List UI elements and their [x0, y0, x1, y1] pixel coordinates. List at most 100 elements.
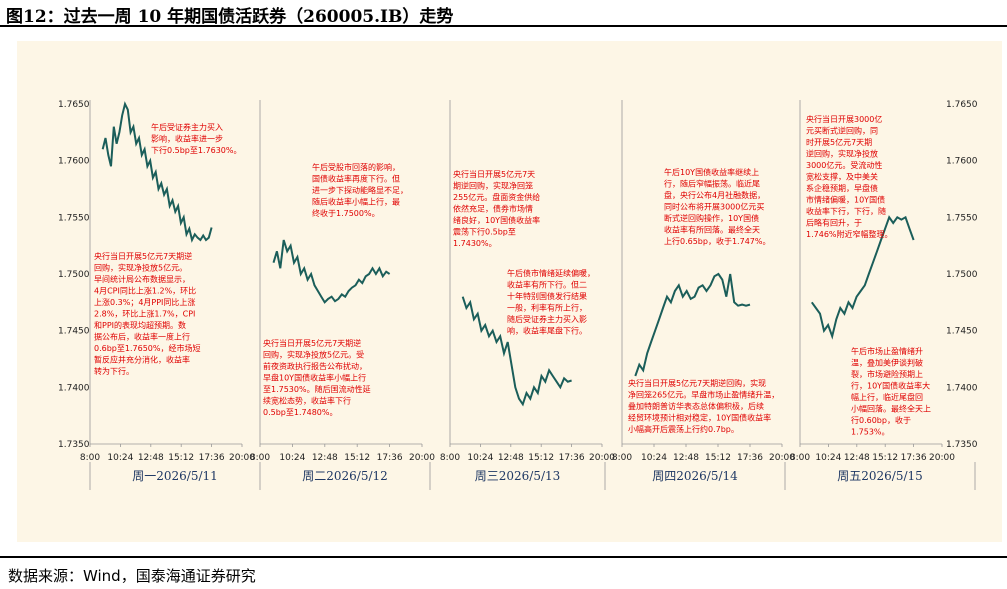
- annotation-text: 暂反应并充分消化，收益率: [94, 355, 190, 365]
- annotation-text: 2.8%，环比上涨1.7%，CPI: [94, 309, 195, 319]
- annotation-text: 净回笼265亿元。早盘市场止盈情绪升温，: [628, 390, 779, 400]
- annotation-text: 同时公布将开展3000亿元买: [664, 202, 764, 212]
- annotation-text: 和PPI的表现均超预期。数: [94, 320, 186, 330]
- annotation-text: 0.6bp至1.7650%，经市场短: [94, 343, 200, 353]
- annotation-text: 收益率下行，下行，随: [806, 206, 886, 216]
- annotation-text: 1.746%附近窄幅整理。: [806, 229, 893, 239]
- x-tick-label: 17:36: [199, 453, 225, 463]
- day-label: 周四2026/5/14: [652, 469, 738, 483]
- y-tick-label-right: 1.7400: [946, 383, 978, 393]
- annotation-text: 依然充足，债券市场情: [453, 204, 533, 214]
- annotation-text: 一般，利率有所上行，: [507, 303, 587, 313]
- yield-series-line: [810, 215, 915, 340]
- yield-series-line: [272, 239, 391, 304]
- x-tick-label: 8:00: [612, 453, 632, 463]
- annotation-text: 央行当日开展5亿元7天期逆: [94, 251, 192, 261]
- x-tick-label: 8:00: [80, 453, 100, 463]
- x-tick-label: 12:48: [673, 453, 699, 463]
- annotation-text: 央行当日开展5亿元7天: [453, 169, 535, 179]
- annotation-text: 前夜资政执行报告公布扰动，: [263, 361, 367, 371]
- annotation-text: 期逆回购，实现净回笼: [453, 181, 533, 191]
- yield-series-line: [461, 296, 572, 407]
- x-tick-label: 10:24: [467, 453, 493, 463]
- annotation-text: 行，10Y国债收益率大: [851, 381, 930, 391]
- annotation-text: 央行当日开展3000亿: [806, 114, 882, 124]
- annotation-text: 续宽松态势，收益率下行: [263, 396, 351, 406]
- annotation-text: 0.5bp至1.7480%。: [263, 408, 337, 417]
- y-tick-label-left: 1.7600: [58, 157, 90, 167]
- x-tick-label: 15:12: [528, 453, 554, 463]
- y-tick-label-left: 1.7500: [58, 270, 90, 280]
- annotation-text: 行0.60bp，收于: [851, 415, 911, 425]
- annotation-text: 系企稳预期，早盘债: [806, 183, 878, 193]
- annotation-text: 1.7430%。: [453, 239, 497, 248]
- annotation-text: 1.753%。: [851, 428, 890, 437]
- x-tick-label: 12:48: [138, 453, 164, 463]
- annotation-text: 终收于1.7500%。: [312, 208, 380, 218]
- yield-series-line: [634, 272, 751, 377]
- x-tick-label: 17:36: [737, 453, 763, 463]
- annotation-text: 逆回购，实现净投放: [806, 149, 878, 159]
- annotation-text: 断式逆回购操作，10Y国债: [664, 213, 759, 223]
- bond-yield-chart: 1.7650 1.7650 1.7600 1.7600 1.7550 1.7550 1.75…: [58, 100, 978, 490]
- annotation-text: 绪良好，10Y国债收益率: [453, 215, 540, 225]
- annotation-text: 午后10Y国债收益率继续上: [664, 167, 759, 177]
- annotation-text: 宽松支撑，及中美关: [806, 172, 878, 182]
- annotation-text: 至1.7530%。随后国流动性延: [263, 384, 371, 394]
- annotation-text: 4月CPI同比上涨1.2%，环比: [94, 286, 196, 296]
- x-tick-label: 8:00: [250, 453, 270, 463]
- annotation-text: 后略有回升，于: [806, 218, 862, 228]
- x-tick-label: 12:48: [498, 453, 524, 463]
- y-tick-label-left: 1.7400: [58, 383, 90, 393]
- annotation-text: 3000亿元。受流动性: [806, 160, 882, 170]
- annotation-text: 十年特别国债发行结果: [507, 291, 587, 301]
- annotation-text: 午后市场止盈情绪升: [851, 346, 923, 356]
- x-tick-label: 15:12: [168, 453, 194, 463]
- y-tick-label-right: 1.7600: [946, 157, 978, 167]
- x-tick-label: 8:00: [790, 453, 810, 463]
- day-label: 周三2026/5/13: [475, 469, 561, 483]
- annotation-text: 行，随后窄幅振荡。临近尾: [664, 179, 760, 189]
- annotation-text: 震荡下行0.5bp至: [453, 227, 516, 237]
- annotation-text: 下行0.5bp至1.7630%。: [151, 145, 241, 155]
- x-tick-label: 10:24: [107, 453, 133, 463]
- x-tick-label: 10:24: [279, 453, 305, 463]
- y-tick-label-left: 1.7450: [58, 327, 90, 337]
- annotation-text: 央行当日开展5亿元7天期逆: [263, 338, 361, 348]
- data-source: 数据来源：Wind，国泰海通证券研究: [8, 567, 256, 585]
- annotation-text: 255亿元。盘面资金供给: [453, 192, 540, 202]
- annotation-text: 早盘10Y国债收益率小幅上行: [263, 373, 366, 383]
- annotation-text: 元买断式逆回购，同: [806, 126, 878, 136]
- x-tick-label: 10:24: [641, 453, 667, 463]
- x-tick-label: 8:00: [440, 453, 460, 463]
- title-rule: [0, 25, 1007, 27]
- figure-title: 图12：过去一周 10 年期国债活跃券（260005.IB）走势: [6, 7, 454, 27]
- yield-series-line: [101, 101, 213, 243]
- annotation-text: 国债收益率再度下行。但: [312, 174, 400, 184]
- annotation-text: 进一步下探动能略显不足，: [312, 185, 408, 195]
- x-tick-label: 12:48: [312, 453, 338, 463]
- annotation-text: 小幅回落。最终全天上: [851, 404, 931, 414]
- annotation-text: 央行当日开展5亿元7天期逆回购，实现: [628, 378, 766, 388]
- annotation-text: 收益率有所回落。最终全天: [664, 225, 760, 235]
- y-tick-label-right: 1.7500: [946, 270, 978, 280]
- day-label: 周二2026/5/12: [302, 469, 388, 483]
- footer-rule: [0, 556, 1007, 558]
- annotation-text: 时开展5亿元7天期: [806, 137, 872, 147]
- annotation-text: 午后受证券主力买入: [151, 122, 223, 132]
- x-tick-label: 20:00: [229, 453, 255, 463]
- x-tick-label: 15:12: [344, 453, 370, 463]
- x-tick-label: 17:36: [377, 453, 403, 463]
- x-tick-label: 15:12: [872, 453, 898, 463]
- annotation-text: 经贸环境预计相对稳定，10Y国债收益率: [628, 413, 771, 423]
- annotation-text: 随后受证券主力买入影: [507, 314, 587, 324]
- annotation-text: 盘，央行公布4月社融数据，: [664, 190, 765, 200]
- x-tick-label: 20:00: [929, 453, 955, 463]
- y-tick-label-right: 1.7650: [946, 100, 978, 110]
- chart-background: [17, 41, 1002, 542]
- annotation-text: 温，叠加美伊谈判破: [851, 358, 923, 368]
- x-tick-label: 20:00: [409, 453, 435, 463]
- annotation-text: 上涨0.3%；4月PPI同比上涨: [94, 297, 195, 307]
- x-tick-label: 15:12: [705, 453, 731, 463]
- annotation-text: 转为下行。: [94, 366, 134, 376]
